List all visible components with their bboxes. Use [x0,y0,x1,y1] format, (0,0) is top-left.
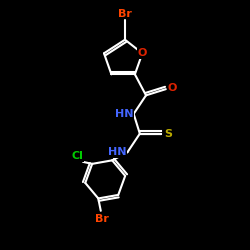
Text: O: O [138,48,147,58]
Text: HN: HN [108,147,127,157]
Text: S: S [164,129,172,139]
Text: Br: Br [118,9,132,19]
Text: Br: Br [95,214,109,224]
Text: O: O [167,83,177,93]
Text: Cl: Cl [72,152,83,162]
Text: HN: HN [114,109,133,119]
